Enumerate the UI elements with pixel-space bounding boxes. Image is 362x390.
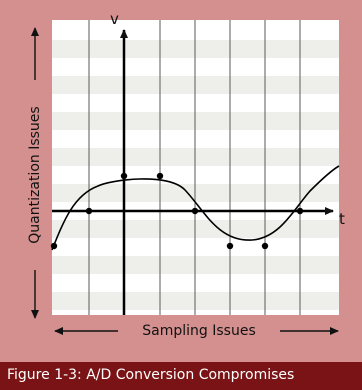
vertical-axis-label: v: [110, 10, 119, 28]
signal-curve: [51, 165, 340, 251]
caption-bar: Figure 1-3: A/D Conversion Compromises: [0, 362, 362, 390]
sample-point: [120, 172, 128, 180]
sampling-issues-label: Sampling Issues: [142, 323, 256, 339]
quantization-issues-label: Quantization Issues: [27, 106, 43, 244]
sample-point: [85, 207, 93, 215]
sample-point: [226, 242, 234, 250]
sample-point: [191, 207, 199, 215]
sample-points: [50, 172, 304, 250]
figure-caption: Figure 1-3: A/D Conversion Compromises: [7, 367, 295, 383]
horizontal-axis-label: t: [339, 210, 345, 228]
sample-point: [296, 207, 304, 215]
vertical-grid-lines: [88, 20, 301, 315]
plot-diagram: [31, 20, 340, 335]
sample-point: [261, 242, 269, 250]
sample-point: [50, 242, 58, 250]
sample-point: [156, 172, 164, 180]
